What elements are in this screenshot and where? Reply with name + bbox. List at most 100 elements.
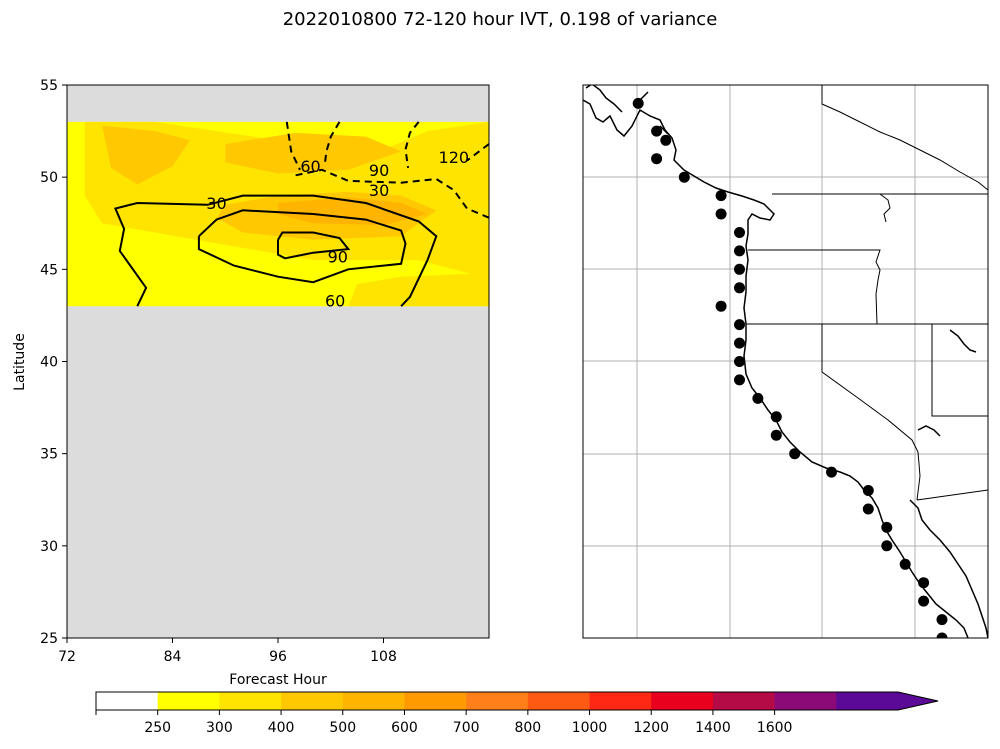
contour-label: 30 [369, 181, 389, 200]
station-point [936, 614, 948, 626]
station-point [789, 448, 801, 460]
colorbar-extend-arrow [898, 692, 938, 710]
station-point [899, 558, 911, 570]
colorbar-swatch [466, 692, 529, 710]
station-point [734, 263, 745, 275]
station-point [734, 227, 745, 238]
colorbar-tick-label: 800 [514, 720, 541, 736]
colorbar: 250 300 400 500 600 700 800 1000 1200 1400 1600 [95, 691, 939, 736]
y-tick-label: 45 [40, 262, 58, 278]
station-point [715, 190, 727, 202]
contour-line-90 [323, 121, 341, 167]
figure-title: 2022010800 72-120 hour IVT, 0.198 of var… [282, 9, 718, 30]
colorbar-swatch [281, 692, 344, 710]
station-point [936, 632, 948, 638]
station-point [734, 282, 745, 294]
filled-contour-region [278, 197, 428, 226]
colorbar-tick-label: 700 [453, 720, 480, 736]
contour-line-120 [404, 121, 420, 169]
contour-line-30 [114, 194, 438, 307]
station-point [660, 134, 672, 146]
colorbar-swatch [342, 692, 405, 710]
contour-line-60 [285, 121, 301, 171]
contour-line-120 [466, 143, 489, 162]
station-point [734, 374, 745, 386]
colorbar-swatch [96, 692, 159, 710]
colorbar-tick-label: 300 [206, 720, 233, 736]
station-point [734, 356, 745, 367]
station-point [734, 319, 745, 331]
station-point [862, 503, 874, 515]
filled-contour-region [225, 132, 402, 174]
colorbar-swatch [836, 692, 899, 710]
colorbar-swatch [157, 692, 220, 710]
colorbar-tick-label: 250 [144, 720, 171, 736]
colorbar-swatches [96, 692, 899, 710]
station-point [862, 485, 874, 496]
x-axis-ticks: 72 84 96 108 [58, 638, 397, 665]
colorbar-tick-label: 1000 [572, 720, 608, 736]
contour-line-90 [277, 231, 351, 260]
y-tick-label: 30 [40, 539, 58, 555]
colorbar-swatch [219, 692, 282, 710]
contour-label: 90 [328, 247, 348, 266]
x-tick-label: 84 [164, 649, 182, 665]
colorbar-swatch [527, 692, 591, 710]
station-point [918, 595, 930, 607]
colorbar-tick-label: 1600 [757, 720, 793, 736]
station-point [752, 392, 764, 404]
station-point [651, 125, 663, 137]
colorbar-swatch [404, 692, 467, 710]
station-point [881, 540, 893, 552]
map-panel-frame [582, 84, 989, 639]
y-tick-label: 40 [40, 355, 58, 371]
station-point [918, 577, 930, 589]
station-point [734, 337, 745, 349]
colorbar-ticks: 250 300 400 500 600 700 800 1000 1200 1400 1600 [95, 710, 793, 736]
colorbar-swatch [589, 692, 652, 710]
colorbar-tick-label: 1400 [695, 720, 731, 736]
x-axis-label: Forecast Hour [229, 672, 327, 688]
y-tick-label: 35 [40, 447, 58, 463]
station-point [715, 300, 727, 312]
colorbar-swatch [651, 692, 714, 710]
contour-plot-area [67, 121, 489, 307]
station-point [734, 245, 745, 257]
map-panel [582, 84, 989, 639]
colorbar-swatch [712, 692, 776, 710]
colorbar-tick-label: 500 [329, 720, 356, 736]
station-point [678, 171, 690, 183]
station-point [632, 97, 644, 109]
x-tick-label: 96 [269, 649, 287, 665]
station-point [881, 521, 893, 533]
y-axis-ticks: 25 30 35 40 45 50 55 [40, 78, 67, 647]
filled-contour-region [348, 273, 489, 307]
x-tick-label: 72 [58, 649, 76, 665]
map-area [583, 85, 988, 638]
y-tick-label: 25 [40, 631, 58, 647]
y-axis-label: Latitude [12, 333, 28, 391]
filled-contour-region [102, 125, 191, 185]
contour-line-60 [197, 209, 407, 284]
colorbar-outline [95, 691, 939, 711]
contour-label: 120 [439, 148, 470, 167]
colorbar-swatch [774, 692, 837, 710]
colorbar-tick-label: 400 [268, 720, 295, 736]
colorbar-tick-label: 1200 [633, 720, 669, 736]
contour-label: 60 [300, 157, 320, 176]
x-tick-label: 108 [370, 649, 397, 665]
contour-label: 90 [369, 161, 389, 180]
station-points [632, 97, 948, 638]
station-point [826, 466, 837, 478]
y-tick-label: 50 [40, 170, 58, 186]
contour-line-30 [295, 168, 489, 219]
contour-label: 60 [325, 292, 345, 311]
station-point [770, 411, 782, 423]
colorbar-tick-label: 600 [391, 720, 418, 736]
station-point [651, 153, 663, 165]
state-borders [746, 85, 988, 501]
station-point [770, 429, 782, 441]
